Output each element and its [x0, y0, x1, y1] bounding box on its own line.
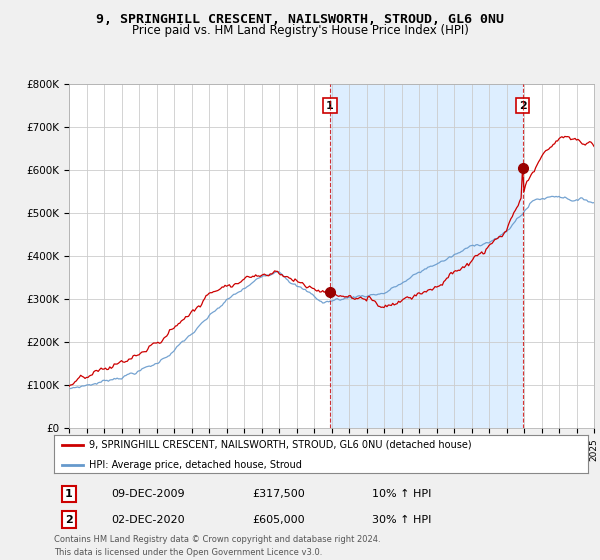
Text: 09-DEC-2009: 09-DEC-2009	[111, 489, 185, 499]
Text: £605,000: £605,000	[252, 515, 305, 525]
Text: HPI: Average price, detached house, Stroud: HPI: Average price, detached house, Stro…	[89, 460, 302, 470]
Text: 2: 2	[518, 101, 526, 110]
Text: 1: 1	[326, 101, 334, 110]
Text: 10% ↑ HPI: 10% ↑ HPI	[372, 489, 431, 499]
Text: Contains HM Land Registry data © Crown copyright and database right 2024.
This d: Contains HM Land Registry data © Crown c…	[54, 535, 380, 557]
Text: 2: 2	[65, 515, 73, 525]
Text: £317,500: £317,500	[252, 489, 305, 499]
Text: 9, SPRINGHILL CRESCENT, NAILSWORTH, STROUD, GL6 0NU (detached house): 9, SPRINGHILL CRESCENT, NAILSWORTH, STRO…	[89, 440, 472, 450]
Text: 9, SPRINGHILL CRESCENT, NAILSWORTH, STROUD, GL6 0NU: 9, SPRINGHILL CRESCENT, NAILSWORTH, STRO…	[96, 13, 504, 26]
Text: Price paid vs. HM Land Registry's House Price Index (HPI): Price paid vs. HM Land Registry's House …	[131, 24, 469, 38]
Text: 1: 1	[65, 489, 73, 499]
Text: 30% ↑ HPI: 30% ↑ HPI	[372, 515, 431, 525]
Text: 02-DEC-2020: 02-DEC-2020	[111, 515, 185, 525]
Bar	[330, 84, 523, 428]
